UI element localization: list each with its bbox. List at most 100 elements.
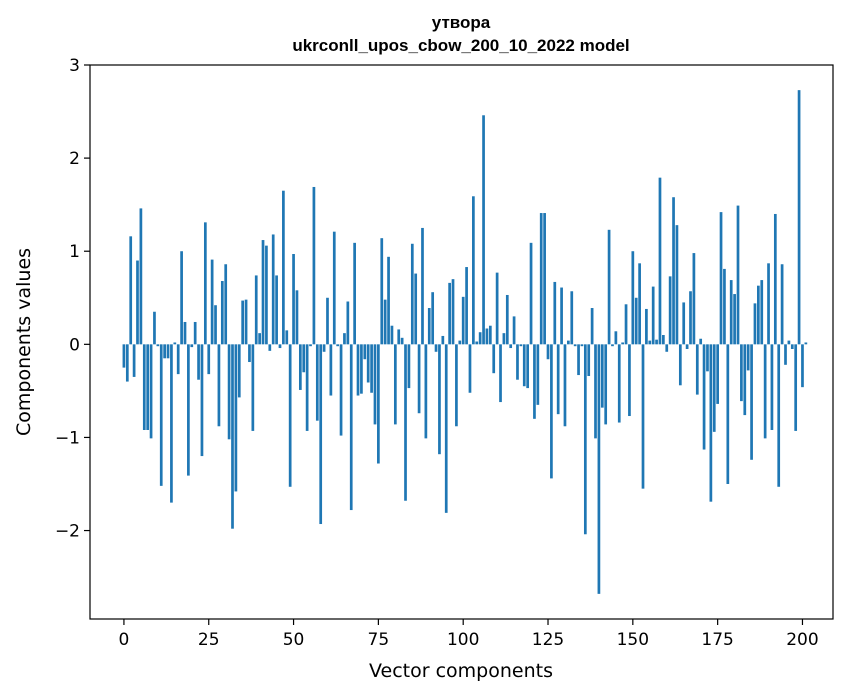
bar bbox=[278, 344, 282, 349]
bar bbox=[522, 344, 526, 387]
bar bbox=[695, 344, 699, 395]
bar bbox=[370, 344, 373, 393]
bar bbox=[170, 344, 173, 503]
bar bbox=[550, 344, 553, 479]
bar bbox=[570, 291, 574, 345]
bar bbox=[617, 344, 621, 423]
bar bbox=[621, 342, 625, 345]
bar bbox=[180, 251, 183, 345]
bar bbox=[546, 344, 550, 360]
bar bbox=[692, 253, 696, 345]
bar bbox=[790, 344, 794, 349]
bar bbox=[770, 344, 774, 430]
bar bbox=[427, 308, 431, 345]
bar bbox=[801, 344, 804, 388]
bar bbox=[356, 344, 360, 396]
bar bbox=[478, 332, 482, 345]
bar bbox=[163, 344, 166, 359]
bar bbox=[682, 302, 686, 345]
bar bbox=[577, 344, 580, 376]
bar bbox=[149, 344, 153, 439]
bar bbox=[346, 301, 350, 345]
bar bbox=[261, 240, 265, 345]
bar bbox=[438, 344, 441, 455]
bar bbox=[519, 344, 523, 347]
x-tick-label: 50 bbox=[283, 630, 305, 650]
bar bbox=[662, 335, 665, 345]
bar bbox=[397, 329, 401, 345]
bar bbox=[668, 276, 672, 345]
bar bbox=[505, 294, 509, 345]
bar bbox=[573, 344, 577, 347]
chart-title-line-1: утвора bbox=[432, 13, 491, 32]
bar bbox=[312, 186, 316, 345]
bar bbox=[288, 344, 292, 487]
bar bbox=[716, 344, 719, 404]
bar bbox=[393, 344, 397, 425]
bar bbox=[142, 344, 146, 430]
bar bbox=[580, 344, 584, 347]
bar bbox=[268, 344, 272, 351]
bar bbox=[729, 280, 733, 345]
bar bbox=[377, 344, 380, 464]
bar bbox=[760, 280, 764, 345]
bar bbox=[129, 236, 133, 345]
bar bbox=[451, 279, 455, 345]
bar bbox=[556, 344, 560, 415]
x-tick-label: 150 bbox=[617, 630, 649, 650]
bar bbox=[709, 344, 713, 502]
y-axis-ticks: −2 −1 0 1 2 3 bbox=[55, 56, 90, 542]
bar bbox=[536, 344, 540, 405]
bar bbox=[678, 344, 682, 386]
bar bbox=[726, 344, 730, 484]
bar bbox=[136, 260, 139, 345]
bar bbox=[444, 344, 448, 513]
bar bbox=[424, 344, 428, 439]
bar bbox=[455, 344, 458, 427]
bar bbox=[139, 208, 143, 345]
bar bbox=[614, 331, 618, 345]
bar bbox=[465, 267, 468, 345]
bar bbox=[797, 90, 801, 345]
bar bbox=[509, 344, 513, 349]
bar bbox=[282, 190, 285, 345]
bar bbox=[326, 297, 329, 345]
bar bbox=[482, 115, 485, 345]
bar bbox=[594, 344, 597, 439]
x-tick-label: 75 bbox=[368, 630, 390, 650]
bar bbox=[373, 344, 377, 425]
bar bbox=[387, 256, 390, 345]
bar bbox=[750, 344, 753, 460]
bar bbox=[604, 344, 608, 425]
bar bbox=[648, 340, 652, 345]
chart-title-line-2: ukrconll_upos_cbow_200_10_2022 model bbox=[292, 36, 629, 55]
bar bbox=[753, 303, 757, 345]
bar bbox=[794, 344, 798, 431]
bar bbox=[285, 330, 289, 345]
bar bbox=[434, 344, 438, 352]
y-axis-label: Components values bbox=[13, 248, 35, 436]
bar bbox=[719, 212, 723, 345]
bar bbox=[740, 344, 743, 402]
bar bbox=[723, 268, 726, 345]
bar bbox=[193, 321, 197, 345]
bar bbox=[638, 263, 641, 345]
bar bbox=[125, 344, 129, 382]
bar bbox=[176, 344, 180, 375]
bar bbox=[153, 311, 156, 345]
bar bbox=[265, 245, 268, 345]
bar bbox=[757, 285, 760, 345]
bar bbox=[485, 328, 489, 345]
bar bbox=[777, 344, 781, 487]
bar bbox=[672, 197, 675, 345]
bar bbox=[360, 344, 363, 394]
bar bbox=[468, 344, 472, 393]
bar bbox=[366, 344, 370, 383]
bar bbox=[353, 242, 356, 345]
bar bbox=[207, 344, 211, 375]
bar bbox=[292, 254, 295, 345]
bar bbox=[404, 344, 407, 501]
bar bbox=[156, 344, 160, 347]
bar bbox=[560, 287, 563, 345]
bar bbox=[512, 316, 516, 345]
